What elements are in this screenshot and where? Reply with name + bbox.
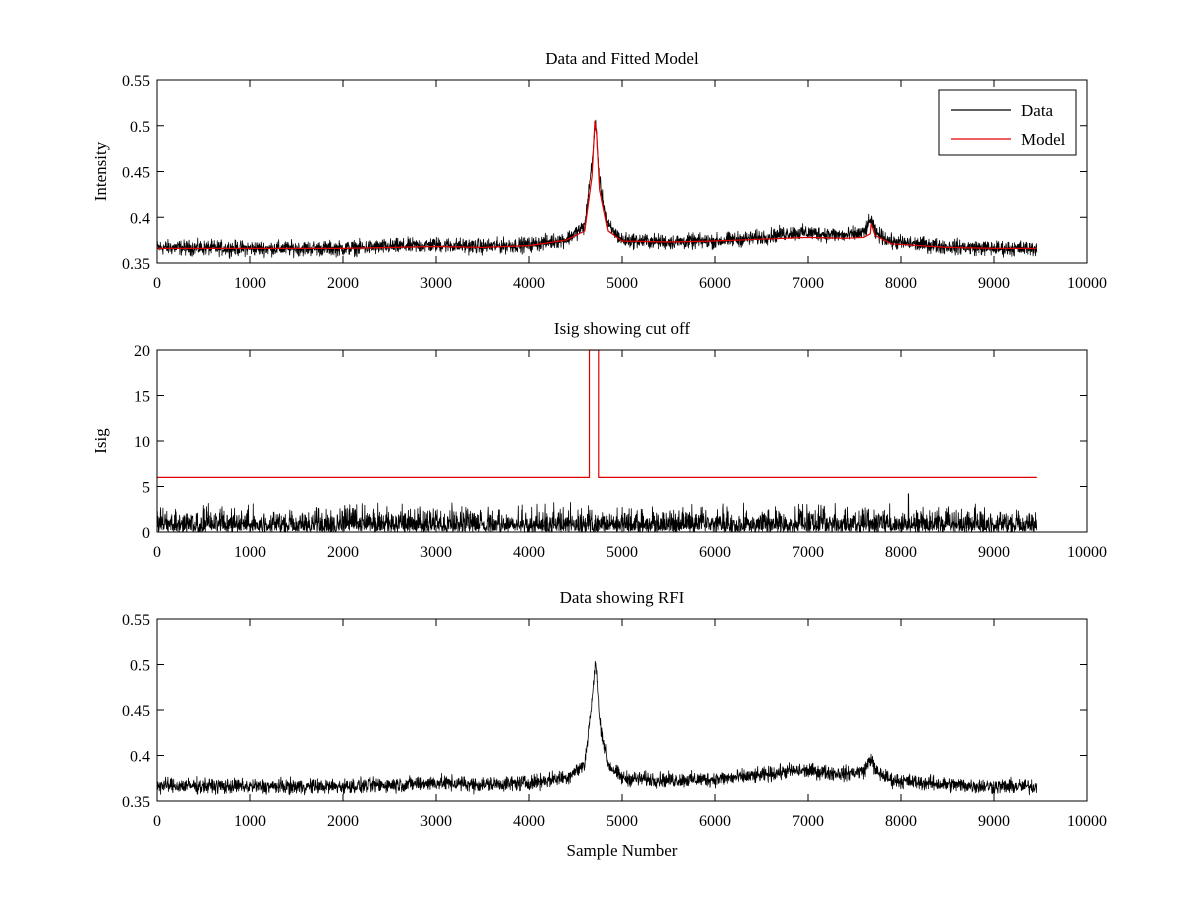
y-axis-label: Intensity [91, 141, 110, 201]
y-tick-label: 0.5 [130, 658, 150, 675]
x-tick-label: 8000 [885, 275, 917, 292]
x-tick-label: 7000 [792, 544, 824, 561]
legend-label-data: Data [1021, 101, 1054, 120]
y-tick-label: 0.55 [122, 73, 150, 90]
series-isig [157, 493, 1038, 532]
panel-title: Data showing RFI [560, 588, 685, 607]
y-tick-label: 5 [142, 480, 150, 497]
x-tick-label: 6000 [699, 544, 731, 561]
x-tick-label: 5000 [606, 275, 638, 292]
y-tick-label: 0.45 [122, 165, 150, 182]
legend-label-model: Model [1021, 130, 1066, 149]
y-axis-label: Isig [91, 428, 110, 454]
x-tick-label: 5000 [606, 813, 638, 830]
x-tick-label: 6000 [699, 813, 731, 830]
y-tick-label: 0.35 [122, 256, 150, 273]
x-tick-label: 3000 [420, 275, 452, 292]
panel-title: Isig showing cut off [554, 319, 690, 338]
panel-1: 0 1000 2000 3000 4000 5000 6000 7000 8000 9000 100… [91, 49, 1107, 292]
x-tick-label: 5000 [606, 544, 638, 561]
panel-2: 0 1000 2000 3000 4000 5000 6000 7000 8000 9000 100… [91, 319, 1107, 561]
y-tick-label: 0.45 [122, 703, 150, 720]
series-group [157, 660, 1038, 796]
x-tick-label: 0 [153, 544, 161, 561]
x-tick-label: 1000 [234, 813, 266, 830]
x-tick-label: 7000 [792, 275, 824, 292]
y-tick-label: 0.4 [130, 749, 150, 766]
x-tick-label: 4000 [513, 544, 545, 561]
x-tick-label: 1000 [234, 275, 266, 292]
x-tick-label: 4000 [513, 813, 545, 830]
x-tick-label: 3000 [420, 813, 452, 830]
series-group [157, 350, 1038, 532]
x-tick-label: 8000 [885, 813, 917, 830]
panel-title: Data and Fitted Model [545, 49, 699, 68]
y-tick-label: 0.5 [130, 119, 150, 136]
x-tick-label: 10000 [1067, 813, 1107, 830]
x-tick-label: 2000 [327, 275, 359, 292]
series-model [157, 120, 1037, 249]
y-tick-label: 0 [142, 525, 150, 542]
y-tick-label: 0.55 [122, 612, 150, 629]
x-tick-label: 9000 [978, 544, 1010, 561]
x-tick-label: 7000 [792, 813, 824, 830]
x-tick-label: 9000 [978, 813, 1010, 830]
x-tick-label: 2000 [327, 544, 359, 561]
x-tick-label: 8000 [885, 544, 917, 561]
y-tick-label: 20 [134, 343, 150, 360]
x-axis-label: Sample Number [567, 841, 678, 860]
series-data [157, 660, 1038, 796]
y-tick-label: 15 [134, 389, 150, 406]
x-tick-label: 2000 [327, 813, 359, 830]
series-cutoff [157, 350, 1037, 478]
x-tick-label: 0 [153, 813, 161, 830]
x-tick-label: 0 [153, 275, 161, 292]
y-tick-label: 0.4 [130, 210, 150, 227]
panel-3: 0 1000 2000 3000 4000 5000 6000 7000 8000 9000 100… [122, 588, 1107, 860]
legend-box [938, 89, 1077, 156]
x-tick-label: 1000 [234, 544, 266, 561]
x-tick-label: 6000 [699, 275, 731, 292]
legend: Data Model [938, 89, 1077, 156]
y-tick-label: 0.35 [122, 794, 150, 811]
x-tick-label: 10000 [1067, 544, 1107, 561]
x-tick-label: 4000 [513, 275, 545, 292]
x-tick-label: 10000 [1067, 275, 1107, 292]
x-tick-label: 3000 [420, 544, 452, 561]
x-tick-label: 9000 [978, 275, 1010, 292]
series-group [157, 119, 1038, 259]
y-tick-label: 10 [134, 434, 150, 451]
